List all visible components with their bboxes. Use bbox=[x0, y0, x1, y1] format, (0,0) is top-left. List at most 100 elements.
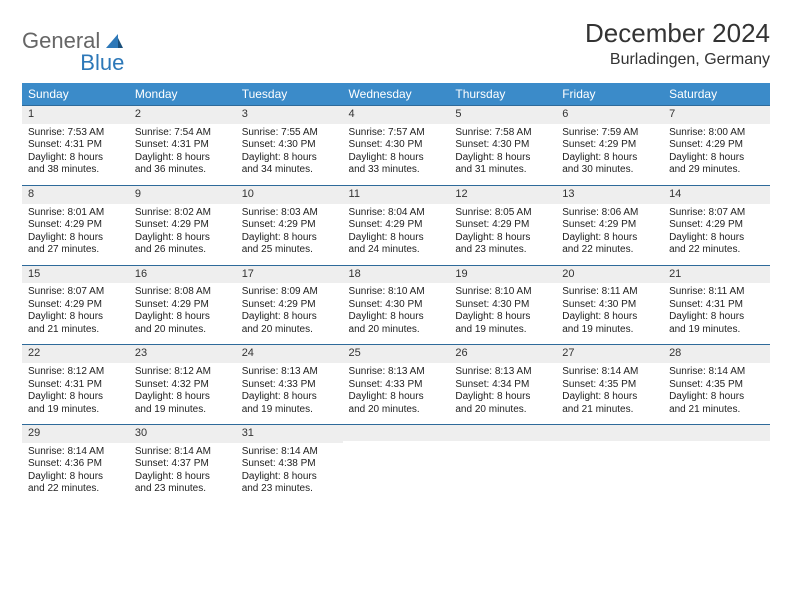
day-number: 1 bbox=[22, 106, 129, 124]
calendar-week-row: 29Sunrise: 8:14 AMSunset: 4:36 PMDayligh… bbox=[22, 425, 770, 504]
day-detail: Sunrise: 7:54 AMSunset: 4:31 PMDaylight:… bbox=[129, 124, 236, 185]
calendar-day-cell: 8Sunrise: 8:01 AMSunset: 4:29 PMDaylight… bbox=[22, 185, 129, 265]
day-number: 24 bbox=[236, 345, 343, 363]
day-number: 3 bbox=[236, 106, 343, 124]
day-number: 29 bbox=[22, 425, 129, 443]
calendar-week-row: 15Sunrise: 8:07 AMSunset: 4:29 PMDayligh… bbox=[22, 265, 770, 345]
day-detail: Sunrise: 8:05 AMSunset: 4:29 PMDaylight:… bbox=[449, 204, 556, 265]
day-detail: Sunrise: 8:03 AMSunset: 4:29 PMDaylight:… bbox=[236, 204, 343, 265]
day-number: 5 bbox=[449, 106, 556, 124]
calendar-day-cell bbox=[449, 425, 556, 504]
calendar-day-cell: 5Sunrise: 7:58 AMSunset: 4:30 PMDaylight… bbox=[449, 106, 556, 186]
calendar-day-cell: 25Sunrise: 8:13 AMSunset: 4:33 PMDayligh… bbox=[343, 345, 450, 425]
calendar-day-cell: 11Sunrise: 8:04 AMSunset: 4:29 PMDayligh… bbox=[343, 185, 450, 265]
calendar-table: SundayMondayTuesdayWednesdayThursdayFrid… bbox=[22, 83, 770, 504]
day-number: 27 bbox=[556, 345, 663, 363]
calendar-day-cell: 19Sunrise: 8:10 AMSunset: 4:30 PMDayligh… bbox=[449, 265, 556, 345]
calendar-day-cell bbox=[556, 425, 663, 504]
day-number: 16 bbox=[129, 266, 236, 284]
day-detail: Sunrise: 7:53 AMSunset: 4:31 PMDaylight:… bbox=[22, 124, 129, 185]
day-detail: Sunrise: 8:07 AMSunset: 4:29 PMDaylight:… bbox=[663, 204, 770, 265]
weekday-header: Tuesday bbox=[236, 83, 343, 106]
day-number: 15 bbox=[22, 266, 129, 284]
weekday-header: Wednesday bbox=[343, 83, 450, 106]
day-number: 18 bbox=[343, 266, 450, 284]
day-number: 6 bbox=[556, 106, 663, 124]
calendar-day-cell: 24Sunrise: 8:13 AMSunset: 4:33 PMDayligh… bbox=[236, 345, 343, 425]
day-number: 17 bbox=[236, 266, 343, 284]
day-detail: Sunrise: 8:02 AMSunset: 4:29 PMDaylight:… bbox=[129, 204, 236, 265]
day-number: 19 bbox=[449, 266, 556, 284]
day-number: 25 bbox=[343, 345, 450, 363]
calendar-day-cell bbox=[343, 425, 450, 504]
day-number: 7 bbox=[663, 106, 770, 124]
day-detail: Sunrise: 8:11 AMSunset: 4:31 PMDaylight:… bbox=[663, 283, 770, 344]
day-number: 12 bbox=[449, 186, 556, 204]
day-detail: Sunrise: 8:12 AMSunset: 4:31 PMDaylight:… bbox=[22, 363, 129, 424]
day-detail: Sunrise: 8:14 AMSunset: 4:35 PMDaylight:… bbox=[556, 363, 663, 424]
calendar-day-cell: 14Sunrise: 8:07 AMSunset: 4:29 PMDayligh… bbox=[663, 185, 770, 265]
day-detail: Sunrise: 8:14 AMSunset: 4:37 PMDaylight:… bbox=[129, 443, 236, 504]
day-number: 14 bbox=[663, 186, 770, 204]
day-number: 9 bbox=[129, 186, 236, 204]
day-number: 30 bbox=[129, 425, 236, 443]
day-detail: Sunrise: 8:14 AMSunset: 4:38 PMDaylight:… bbox=[236, 443, 343, 504]
day-detail: Sunrise: 8:10 AMSunset: 4:30 PMDaylight:… bbox=[449, 283, 556, 344]
calendar-day-cell: 21Sunrise: 8:11 AMSunset: 4:31 PMDayligh… bbox=[663, 265, 770, 345]
calendar-week-row: 8Sunrise: 8:01 AMSunset: 4:29 PMDaylight… bbox=[22, 185, 770, 265]
day-detail: Sunrise: 8:06 AMSunset: 4:29 PMDaylight:… bbox=[556, 204, 663, 265]
page-title: December 2024 bbox=[585, 18, 770, 49]
day-detail: Sunrise: 8:13 AMSunset: 4:33 PMDaylight:… bbox=[236, 363, 343, 424]
weekday-header: Sunday bbox=[22, 83, 129, 106]
day-number: 2 bbox=[129, 106, 236, 124]
calendar-day-cell: 27Sunrise: 8:14 AMSunset: 4:35 PMDayligh… bbox=[556, 345, 663, 425]
day-number: 26 bbox=[449, 345, 556, 363]
day-detail: Sunrise: 7:59 AMSunset: 4:29 PMDaylight:… bbox=[556, 124, 663, 185]
day-number: 10 bbox=[236, 186, 343, 204]
calendar-day-cell: 12Sunrise: 8:05 AMSunset: 4:29 PMDayligh… bbox=[449, 185, 556, 265]
weekday-header: Saturday bbox=[663, 83, 770, 106]
day-detail: Sunrise: 8:04 AMSunset: 4:29 PMDaylight:… bbox=[343, 204, 450, 265]
day-detail: Sunrise: 8:08 AMSunset: 4:29 PMDaylight:… bbox=[129, 283, 236, 344]
day-detail: Sunrise: 8:11 AMSunset: 4:30 PMDaylight:… bbox=[556, 283, 663, 344]
day-detail: Sunrise: 8:12 AMSunset: 4:32 PMDaylight:… bbox=[129, 363, 236, 424]
calendar-day-cell: 9Sunrise: 8:02 AMSunset: 4:29 PMDaylight… bbox=[129, 185, 236, 265]
day-detail: Sunrise: 8:10 AMSunset: 4:30 PMDaylight:… bbox=[343, 283, 450, 344]
calendar-day-cell: 3Sunrise: 7:55 AMSunset: 4:30 PMDaylight… bbox=[236, 106, 343, 186]
calendar-head: SundayMondayTuesdayWednesdayThursdayFrid… bbox=[22, 83, 770, 106]
calendar-day-cell: 17Sunrise: 8:09 AMSunset: 4:29 PMDayligh… bbox=[236, 265, 343, 345]
day-detail: Sunrise: 7:55 AMSunset: 4:30 PMDaylight:… bbox=[236, 124, 343, 185]
brand-logo: General Blue bbox=[22, 18, 152, 64]
day-number: 20 bbox=[556, 266, 663, 284]
calendar-day-cell: 29Sunrise: 8:14 AMSunset: 4:36 PMDayligh… bbox=[22, 425, 129, 504]
calendar-day-cell: 23Sunrise: 8:12 AMSunset: 4:32 PMDayligh… bbox=[129, 345, 236, 425]
day-number: 31 bbox=[236, 425, 343, 443]
calendar-day-cell: 18Sunrise: 8:10 AMSunset: 4:30 PMDayligh… bbox=[343, 265, 450, 345]
calendar-day-cell: 7Sunrise: 8:00 AMSunset: 4:29 PMDaylight… bbox=[663, 106, 770, 186]
calendar-day-cell: 20Sunrise: 8:11 AMSunset: 4:30 PMDayligh… bbox=[556, 265, 663, 345]
day-number: 28 bbox=[663, 345, 770, 363]
day-detail: Sunrise: 8:13 AMSunset: 4:33 PMDaylight:… bbox=[343, 363, 450, 424]
page-subtitle: Burladingen, Germany bbox=[585, 51, 770, 69]
day-number: 21 bbox=[663, 266, 770, 284]
calendar-week-row: 1Sunrise: 7:53 AMSunset: 4:31 PMDaylight… bbox=[22, 106, 770, 186]
calendar-day-cell: 1Sunrise: 7:53 AMSunset: 4:31 PMDaylight… bbox=[22, 106, 129, 186]
weekday-header: Monday bbox=[129, 83, 236, 106]
calendar-day-cell: 31Sunrise: 8:14 AMSunset: 4:38 PMDayligh… bbox=[236, 425, 343, 504]
calendar-day-cell: 16Sunrise: 8:08 AMSunset: 4:29 PMDayligh… bbox=[129, 265, 236, 345]
day-number: 23 bbox=[129, 345, 236, 363]
brand-part2: Blue bbox=[80, 50, 124, 76]
day-detail: Sunrise: 8:13 AMSunset: 4:34 PMDaylight:… bbox=[449, 363, 556, 424]
calendar-week-row: 22Sunrise: 8:12 AMSunset: 4:31 PMDayligh… bbox=[22, 345, 770, 425]
calendar-body: 1Sunrise: 7:53 AMSunset: 4:31 PMDaylight… bbox=[22, 106, 770, 504]
day-number: 8 bbox=[22, 186, 129, 204]
day-detail: Sunrise: 8:00 AMSunset: 4:29 PMDaylight:… bbox=[663, 124, 770, 185]
calendar-day-cell: 26Sunrise: 8:13 AMSunset: 4:34 PMDayligh… bbox=[449, 345, 556, 425]
day-detail: Sunrise: 7:57 AMSunset: 4:30 PMDaylight:… bbox=[343, 124, 450, 185]
calendar-day-cell: 6Sunrise: 7:59 AMSunset: 4:29 PMDaylight… bbox=[556, 106, 663, 186]
weekday-header: Thursday bbox=[449, 83, 556, 106]
calendar-day-cell: 15Sunrise: 8:07 AMSunset: 4:29 PMDayligh… bbox=[22, 265, 129, 345]
day-detail: Sunrise: 8:07 AMSunset: 4:29 PMDaylight:… bbox=[22, 283, 129, 344]
calendar-day-cell: 10Sunrise: 8:03 AMSunset: 4:29 PMDayligh… bbox=[236, 185, 343, 265]
calendar-day-cell: 4Sunrise: 7:57 AMSunset: 4:30 PMDaylight… bbox=[343, 106, 450, 186]
